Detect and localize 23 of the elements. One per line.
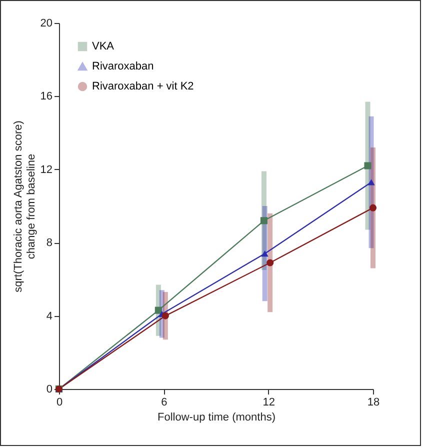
legend-label: VKA bbox=[92, 40, 115, 52]
x-tick-label: 18 bbox=[367, 396, 380, 408]
point bbox=[162, 312, 169, 320]
x-axis-title: Follow-up time (months) bbox=[158, 412, 276, 424]
point bbox=[261, 250, 268, 257]
x-tick-label: 0 bbox=[56, 396, 63, 408]
point bbox=[260, 217, 268, 224]
point bbox=[368, 179, 375, 186]
y-tick-label: 4 bbox=[46, 310, 52, 322]
point bbox=[364, 162, 372, 170]
x-tick-label: 12 bbox=[262, 396, 275, 408]
x-tick-label: 6 bbox=[161, 396, 168, 408]
y-axis-title: sqrt(Thoracic aorta Agatston score) change from baseline bbox=[12, 120, 38, 292]
point bbox=[369, 204, 377, 212]
y-tick-label: 12 bbox=[40, 164, 52, 176]
legend-label: Rivaroxaban bbox=[92, 60, 154, 72]
y-tick-label: 16 bbox=[40, 90, 52, 103]
y-tick-label: 0 bbox=[46, 384, 52, 396]
legend-label: Rivaroxaban + vit K2 bbox=[92, 80, 194, 92]
point bbox=[154, 306, 162, 314]
y-tick-label: 20 bbox=[40, 18, 52, 30]
point bbox=[266, 259, 274, 266]
y-tick-label: 8 bbox=[46, 237, 52, 250]
